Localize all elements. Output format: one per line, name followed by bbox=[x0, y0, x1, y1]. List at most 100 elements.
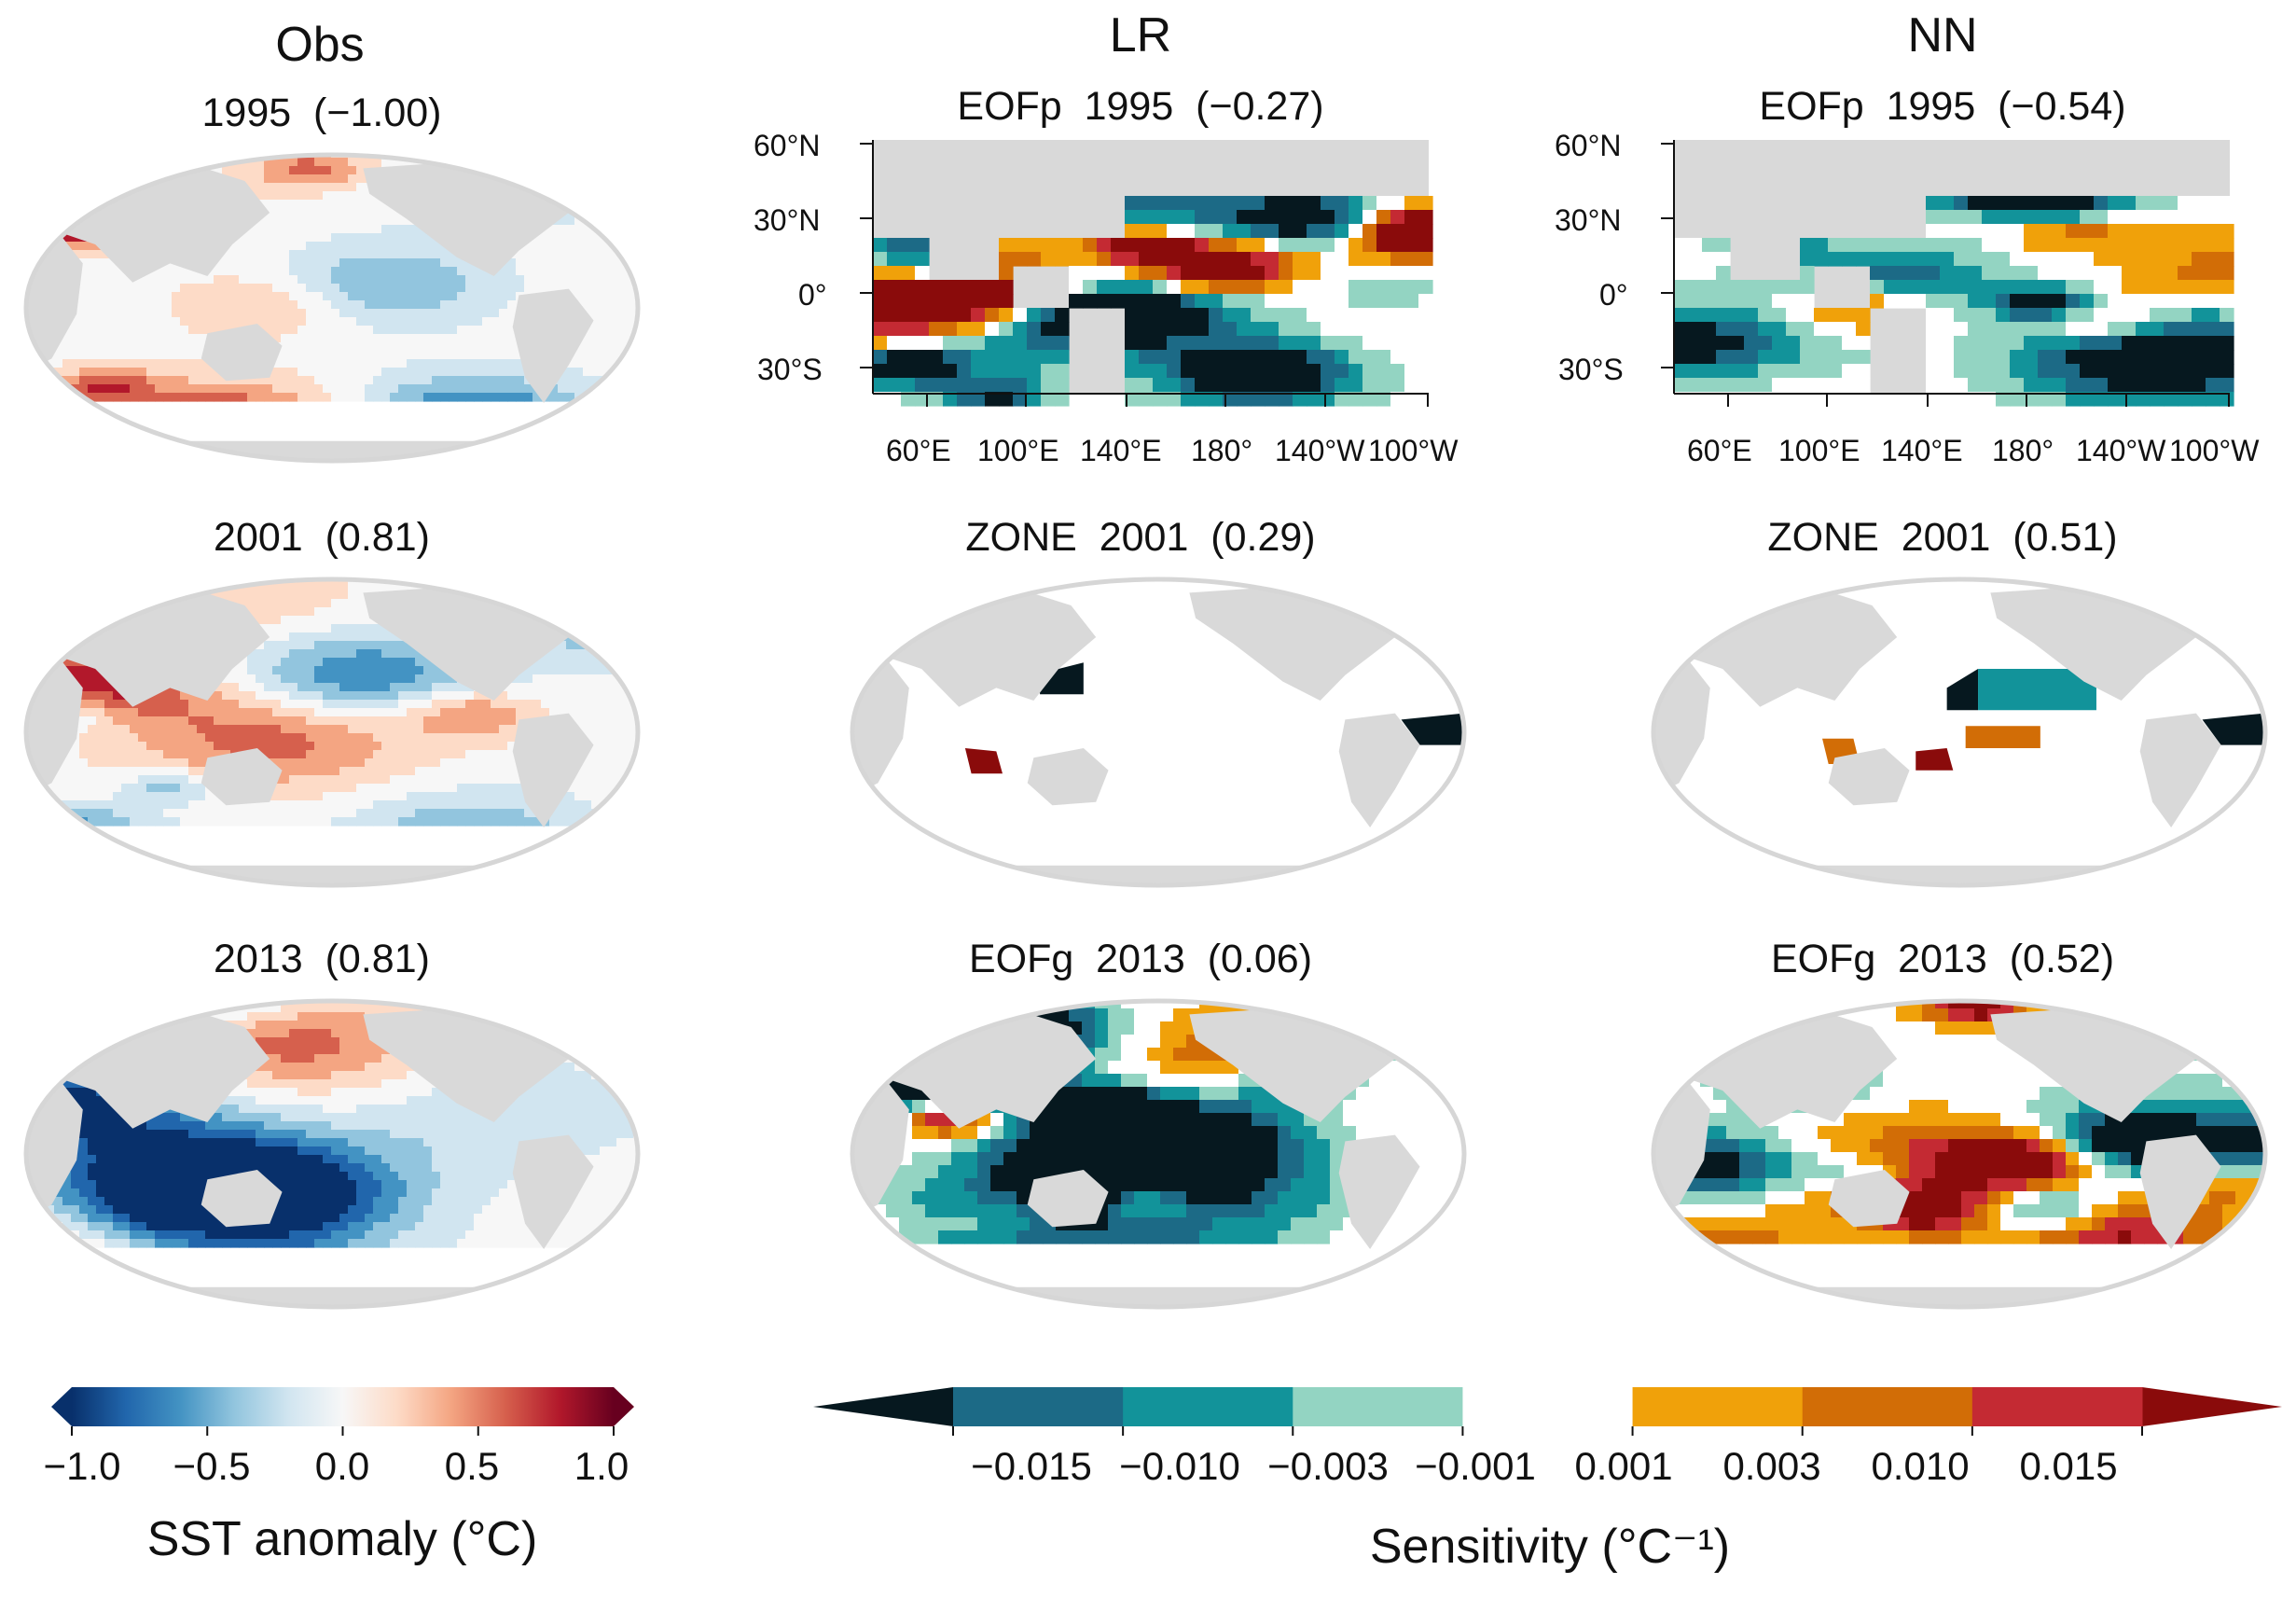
field-cell bbox=[625, 809, 634, 818]
field-cell bbox=[146, 309, 156, 318]
field-cell bbox=[625, 155, 634, 159]
field-cell bbox=[583, 607, 592, 617]
field-cell bbox=[331, 700, 340, 709]
field-cell bbox=[88, 334, 97, 343]
field-cell bbox=[583, 284, 592, 293]
field-cell bbox=[499, 368, 508, 377]
field-cell bbox=[306, 1037, 315, 1047]
panel-title-nn-2001: ZONE 2001 (0.51) bbox=[1767, 515, 2118, 560]
field-cell bbox=[71, 233, 80, 243]
field-cell bbox=[339, 258, 349, 268]
field-cell bbox=[323, 632, 332, 642]
field-cell bbox=[29, 632, 38, 642]
field-cell bbox=[339, 591, 349, 600]
map-frame bbox=[23, 577, 641, 888]
field-cell bbox=[96, 267, 105, 276]
field-cell bbox=[616, 649, 626, 659]
field-cell bbox=[121, 708, 131, 717]
field-cell bbox=[558, 250, 567, 259]
field-cell bbox=[449, 384, 458, 394]
field-cell bbox=[323, 616, 332, 625]
field-cell bbox=[331, 649, 340, 659]
field-cell bbox=[62, 166, 72, 175]
field-cell bbox=[423, 300, 433, 310]
field-cell bbox=[188, 334, 198, 343]
field-cell bbox=[373, 649, 382, 659]
field-cell bbox=[356, 158, 366, 167]
field-cell bbox=[96, 284, 105, 293]
field-cell bbox=[297, 158, 307, 167]
field-cell bbox=[104, 334, 114, 343]
field-cell bbox=[331, 258, 340, 268]
field-cell bbox=[356, 233, 366, 243]
field-cell bbox=[457, 708, 466, 717]
field-cell bbox=[356, 292, 366, 301]
field-cell bbox=[449, 579, 458, 583]
field-cell bbox=[146, 775, 156, 785]
field-cell bbox=[600, 317, 609, 327]
field-cell bbox=[642, 649, 651, 659]
field-cell bbox=[281, 725, 290, 734]
field-cell bbox=[449, 359, 458, 368]
field-cell bbox=[62, 817, 72, 827]
field-cell bbox=[465, 284, 475, 293]
field-cell bbox=[239, 683, 248, 692]
field-cell bbox=[491, 792, 500, 801]
field-cell bbox=[373, 767, 382, 776]
field-cell bbox=[306, 334, 315, 343]
field-cell bbox=[356, 208, 366, 217]
field-cell bbox=[339, 784, 349, 793]
field-cell bbox=[491, 700, 500, 709]
field-cell bbox=[423, 242, 433, 251]
field-cell bbox=[474, 158, 483, 167]
field-cell bbox=[62, 599, 72, 608]
field-cell bbox=[88, 1046, 97, 1055]
field-cell bbox=[600, 666, 609, 675]
field-cell bbox=[96, 607, 105, 617]
field-cell bbox=[356, 216, 366, 226]
field-cell bbox=[331, 1021, 340, 1030]
field-cell bbox=[130, 300, 139, 310]
field-cell bbox=[104, 275, 114, 285]
field-cell bbox=[633, 599, 638, 608]
field-cell bbox=[331, 309, 340, 318]
field-cell bbox=[26, 792, 30, 801]
field-cell bbox=[256, 742, 265, 751]
field-cell bbox=[54, 359, 63, 368]
field-cell bbox=[348, 1021, 357, 1030]
field-cell bbox=[46, 1001, 55, 1005]
field-cell bbox=[583, 368, 592, 377]
panel-title-obs-2001: 2001 (0.81) bbox=[214, 515, 430, 560]
field-cell bbox=[616, 1001, 626, 1005]
field-cell bbox=[264, 725, 273, 734]
field-cell bbox=[264, 733, 273, 743]
field-cell bbox=[281, 666, 290, 675]
field-cell bbox=[104, 716, 114, 726]
field-cell bbox=[71, 359, 80, 368]
field-cell bbox=[323, 624, 332, 633]
field-cell bbox=[449, 393, 458, 402]
field-cell bbox=[491, 300, 500, 310]
field-cell bbox=[214, 284, 223, 293]
field-cell bbox=[566, 284, 575, 293]
field-cell bbox=[62, 1001, 72, 1005]
field-cell bbox=[323, 342, 332, 352]
field-cell bbox=[566, 792, 575, 801]
field-cell bbox=[549, 1001, 559, 1005]
field-cell bbox=[574, 809, 584, 818]
field-cell bbox=[524, 155, 533, 159]
field-cell bbox=[88, 733, 97, 743]
field-cell bbox=[289, 393, 298, 402]
field-cell bbox=[373, 582, 382, 591]
field-cell bbox=[256, 292, 265, 301]
field-cell bbox=[642, 725, 651, 734]
field-cell bbox=[457, 742, 466, 751]
field-cell bbox=[398, 658, 408, 667]
field-cell bbox=[323, 292, 332, 301]
field-cell bbox=[356, 284, 366, 293]
field-cell bbox=[272, 200, 282, 209]
field-cell bbox=[104, 616, 114, 625]
field-cell bbox=[415, 750, 424, 759]
field-cell bbox=[256, 691, 265, 701]
field-cell bbox=[331, 632, 340, 642]
